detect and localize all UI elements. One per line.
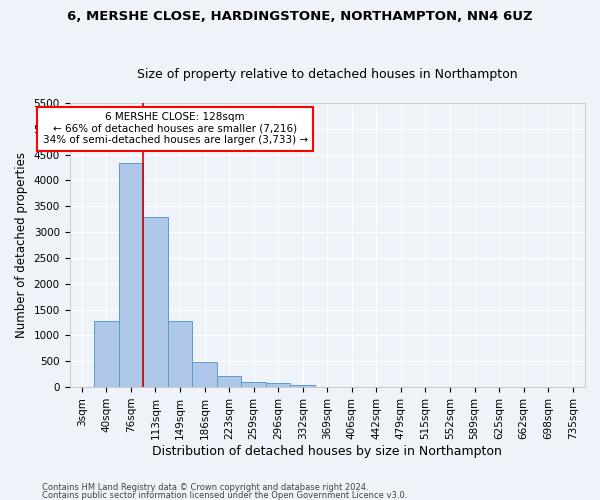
X-axis label: Distribution of detached houses by size in Northampton: Distribution of detached houses by size … xyxy=(152,444,502,458)
Text: 6 MERSHE CLOSE: 128sqm
← 66% of detached houses are smaller (7,216)
34% of semi-: 6 MERSHE CLOSE: 128sqm ← 66% of detached… xyxy=(43,112,308,146)
Bar xyxy=(290,384,315,387)
Bar xyxy=(94,322,119,387)
Text: Contains HM Land Registry data © Crown copyright and database right 2024.: Contains HM Land Registry data © Crown c… xyxy=(42,484,368,492)
Text: Contains public sector information licensed under the Open Government Licence v3: Contains public sector information licen… xyxy=(42,490,407,500)
Bar xyxy=(143,216,168,387)
Bar xyxy=(266,384,290,387)
Bar xyxy=(119,164,143,387)
Bar xyxy=(168,321,192,387)
Bar xyxy=(192,362,217,387)
Y-axis label: Number of detached properties: Number of detached properties xyxy=(15,152,28,338)
Title: Size of property relative to detached houses in Northampton: Size of property relative to detached ho… xyxy=(137,68,518,81)
Text: 6, MERSHE CLOSE, HARDINGSTONE, NORTHAMPTON, NN4 6UZ: 6, MERSHE CLOSE, HARDINGSTONE, NORTHAMPT… xyxy=(67,10,533,23)
Bar xyxy=(241,382,266,387)
Bar xyxy=(217,376,241,387)
